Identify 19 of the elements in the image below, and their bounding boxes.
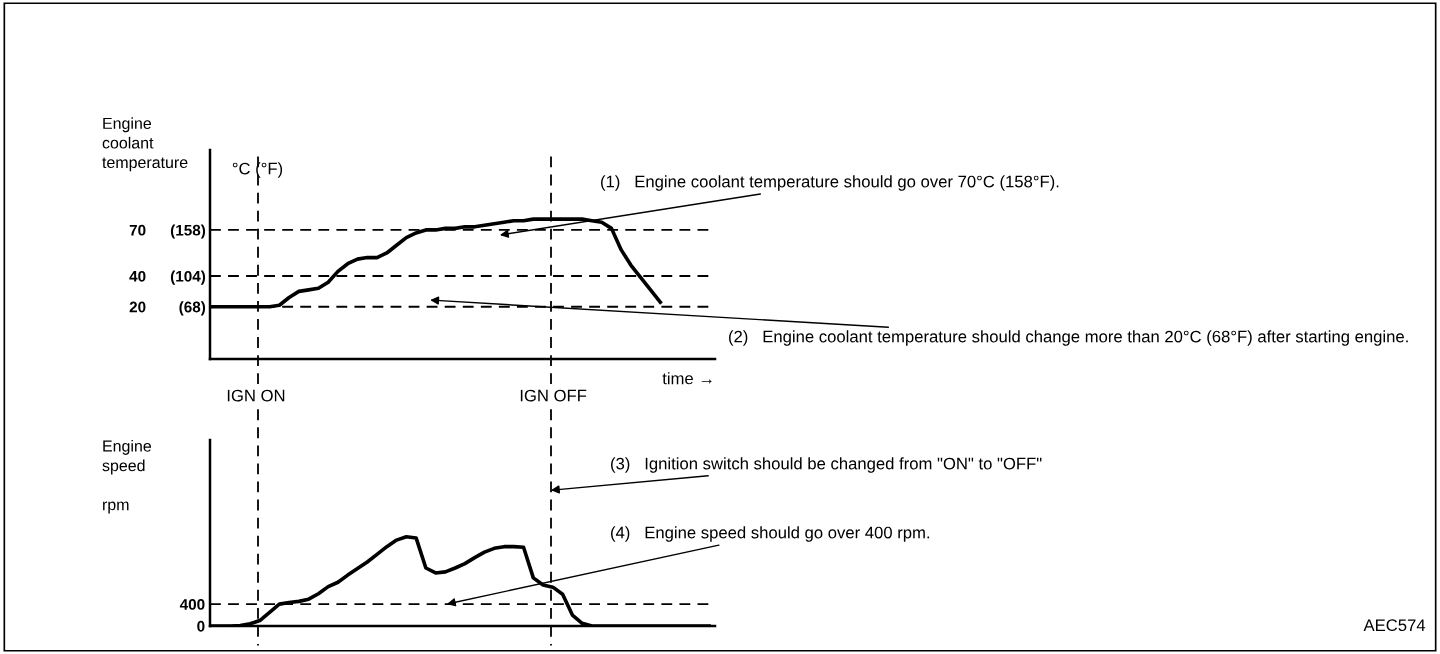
text: Engine speed rpm bbox=[102, 440, 152, 514]
y2-tick-label: (158) bbox=[170, 224, 206, 239]
y-tick-label: 400 bbox=[179, 598, 205, 610]
annotation: (1) Engine coolant temperature should go over 70°C (158°F). bbox=[601, 175, 1059, 191]
y2-tick-label: (68) bbox=[179, 301, 206, 316]
y-tick-label: 40 bbox=[129, 270, 146, 282]
text: IGN ON bbox=[227, 389, 285, 402]
x-axis-title: time → bbox=[662, 372, 712, 385]
annotation: °C (°F) bbox=[232, 162, 283, 178]
y-axis-title: Engine coolant temperature bbox=[102, 117, 188, 172]
y-tick-label: 70 bbox=[129, 224, 146, 236]
y-tick-label: 20 bbox=[129, 301, 146, 313]
y-tick-label: 0 bbox=[197, 620, 205, 632]
y2-tick-label: (104) bbox=[170, 270, 206, 285]
text: IGN OFF bbox=[520, 389, 587, 402]
text: AEC574 bbox=[1363, 619, 1426, 632]
annotation: (4) Engine speed should go over 400 rpm. bbox=[611, 526, 930, 542]
text: (2) Engine coolant temperature should change more than 20°C (68°F) after starting engine. bbox=[729, 330, 1408, 346]
annotation: (3) Ignition switch should be changed from "ON" to "OFF" bbox=[611, 457, 1042, 473]
